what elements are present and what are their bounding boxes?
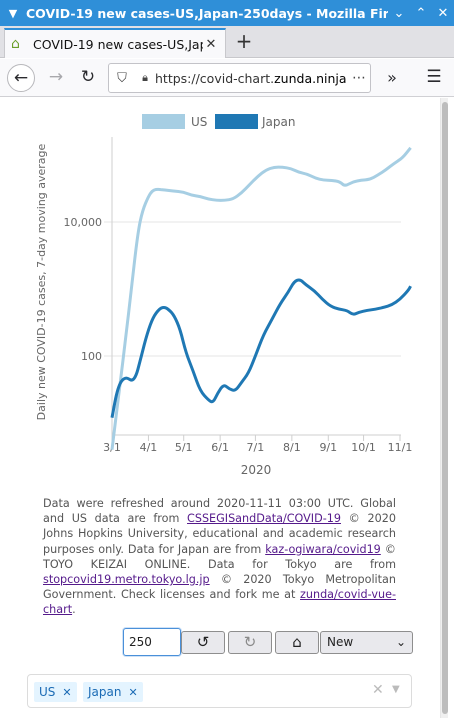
link-repo[interactable]: zunda/covid-vue-chart xyxy=(43,588,396,617)
x-tick-label: 5/1 xyxy=(175,441,193,454)
tag-japan: Japan ✕ xyxy=(83,682,143,702)
window-titlebar: ▼ COVID-19 new cases-US,Japan-250days - … xyxy=(0,0,454,26)
clear-all-icon[interactable]: ✕ xyxy=(372,682,384,698)
remove-japan-icon[interactable]: ✕ xyxy=(128,686,138,699)
redo-icon: ↻ xyxy=(243,633,257,651)
chart-grid xyxy=(104,137,401,436)
tab-close-icon[interactable]: ✕ xyxy=(205,36,217,52)
region-selector[interactable]: US ✕ Japan ✕ ✕ ▼ xyxy=(27,674,412,708)
x-tick-label: 11/1 xyxy=(388,441,413,454)
chart-legend: US Japan xyxy=(142,114,295,129)
link-japan-data[interactable]: kaz-ogiwara/covid19 xyxy=(265,542,381,556)
legend-label-us: US xyxy=(191,115,207,129)
minimize-icon[interactable]: ⌄ xyxy=(393,5,405,21)
reload-button[interactable]: ↻ xyxy=(80,67,96,87)
x-tick-label: 6/1 xyxy=(211,441,229,454)
x-tick-label: 7/1 xyxy=(247,441,265,454)
note-text-4: © 2020 Tokyo Metropolitan Government. Ch… xyxy=(43,573,396,602)
page-actions-icon[interactable]: ⋯ xyxy=(352,70,366,86)
navigation-bar: ← → ↻ ⛉ 🔒︎ https://covid-chart.zunda.nin… xyxy=(0,59,454,97)
url-domain: zunda.ninja xyxy=(274,70,347,86)
case-type-value: New xyxy=(327,635,354,649)
days-input[interactable]: 250 xyxy=(123,628,181,656)
covid-chart: US Japan 3/1 4/1 5/1 6/1 7/1 8/1 9/1 10/1 11/1 1… xyxy=(35,114,412,477)
link-jhu-data[interactable]: CSSEGISandData/COVID-19 xyxy=(187,512,341,526)
forward-button[interactable]: → xyxy=(48,67,64,87)
x-tick-label: 9/1 xyxy=(319,441,337,454)
tab-strip: ⌂ COVID-19 new cases-US,Japan-250days ✕ … xyxy=(0,26,454,58)
link-tokyo-data[interactable]: stopcovid19.metro.tokyo.lg.jp xyxy=(43,573,210,587)
y-axis-label: Daily new COVID-19 cases, 7-day moving a… xyxy=(35,143,48,420)
note-text-5: . xyxy=(72,603,76,617)
shield-icon[interactable]: ⛉ xyxy=(117,70,127,86)
legend-label-japan: Japan xyxy=(261,115,295,129)
maximize-icon[interactable]: ⌃ xyxy=(415,5,427,21)
back-button[interactable]: ← xyxy=(7,64,35,92)
url-text[interactable]: https://covid-chart.zunda.ninja xyxy=(155,71,348,86)
remove-us-icon[interactable]: ✕ xyxy=(62,686,72,699)
note-text-1: Data were refreshed around 2020-11-11 03… xyxy=(43,497,396,526)
window-menu-icon[interactable]: ▼ xyxy=(8,6,18,20)
series-line-japan xyxy=(110,278,412,418)
tag-japan-label: Japan xyxy=(88,685,122,699)
x-tick-label: 8/1 xyxy=(283,441,301,454)
url-bar[interactable]: ⛉ 🔒︎ https://covid-chart.zunda.ninja ⋯ xyxy=(108,63,371,93)
home-icon: ⌂ xyxy=(292,633,302,651)
new-tab-button[interactable]: + xyxy=(235,29,253,53)
undo-button[interactable]: ↺ xyxy=(181,631,225,654)
window-title: COVID-19 new cases-US,Japan-250days - Mo… xyxy=(26,5,388,21)
home-button[interactable]: ⌂ xyxy=(275,631,319,654)
x-tick-label: 10/1 xyxy=(351,441,376,454)
close-icon[interactable]: ✕ xyxy=(437,5,449,21)
case-type-select[interactable]: New ⌄ xyxy=(320,631,413,654)
home-favicon-icon: ⌂ xyxy=(11,36,20,52)
ytick-label-10000: 10,000 xyxy=(64,216,103,229)
x-axis-label: 2020 xyxy=(241,463,272,477)
dropdown-arrow-icon[interactable]: ▼ xyxy=(392,684,400,695)
note-text-2: © 2020 Johns Hopkins University, educati… xyxy=(43,512,396,556)
tab-title: COVID-19 new cases-US,Japan-250days xyxy=(33,36,203,52)
series-line-us xyxy=(110,146,412,450)
legend-swatch-japan xyxy=(215,114,258,129)
tab-active[interactable]: ⌂ COVID-19 new cases-US,Japan-250days ✕ xyxy=(4,28,226,58)
page-scrollbar[interactable] xyxy=(440,98,448,718)
url-prefix: https://covid-chart. xyxy=(155,70,275,86)
scrollbar-thumb[interactable] xyxy=(442,102,448,714)
page-content: US Japan 3/1 4/1 5/1 6/1 7/1 8/1 9/1 10/1 11/1 1… xyxy=(0,97,454,723)
overflow-menu-icon[interactable]: » xyxy=(387,68,397,87)
x-ticks: 3/1 4/1 5/1 6/1 7/1 8/1 9/1 10/1 11/1 xyxy=(103,435,412,454)
ytick-label-100: 100 xyxy=(81,350,102,363)
legend-swatch-us xyxy=(142,114,185,129)
tag-us-label: US xyxy=(39,685,56,699)
redo-button[interactable]: ↻ xyxy=(228,631,272,654)
lock-icon[interactable]: 🔒︎ xyxy=(142,71,148,84)
tag-us: US ✕ xyxy=(34,682,77,702)
hamburger-menu-icon[interactable]: ☰ xyxy=(426,67,442,87)
x-tick-label: 4/1 xyxy=(140,441,158,454)
chevron-down-icon: ⌄ xyxy=(395,635,406,649)
note-text-3: © TOYO KEIZAI ONLINE. Data for Tokyo are… xyxy=(43,542,396,571)
data-source-note: Data were refreshed around 2020-11-11 03… xyxy=(43,496,396,618)
undo-icon: ↺ xyxy=(196,633,210,651)
